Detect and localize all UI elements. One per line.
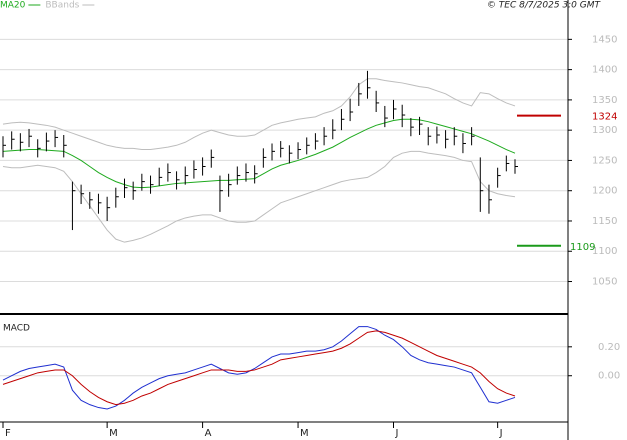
y-tick-label: 1250 [592, 155, 617, 166]
y2-tick-label: 0.20 [598, 342, 620, 353]
ma20-line [2, 118, 516, 189]
x-tick-label: F [5, 428, 11, 439]
level-label: 1109 [570, 242, 595, 253]
signal-line [2, 330, 516, 406]
y-tick-label: 1200 [592, 186, 617, 197]
x-tick-label: J [499, 428, 503, 439]
y2-tick-label: 0.00 [598, 371, 620, 382]
y-tick-label: 1100 [592, 246, 617, 257]
x-tick-label: J [395, 428, 399, 439]
macd-title: MACD [3, 324, 30, 334]
y-tick-label: 1350 [592, 95, 617, 106]
x-tick-label: M [300, 428, 309, 439]
x-tick-label: A [205, 428, 212, 439]
y-tick-label: 1400 [592, 65, 617, 76]
y-tick-label: 1450 [592, 34, 617, 45]
copyright: © TEC 8/7/2025 3:0 GMT [487, 1, 602, 11]
legend-label: BBands [45, 1, 79, 11]
bband-upper [2, 78, 516, 151]
y-tick-label: 1050 [592, 277, 617, 288]
legend-label: MA20 [0, 1, 26, 11]
bband-lower [2, 150, 516, 243]
y-tick-label: 1300 [592, 125, 617, 136]
y-tick-label: 1150 [592, 216, 617, 227]
macd-line [2, 326, 516, 410]
level-label: 1324 [592, 112, 617, 123]
x-tick-label: M [109, 428, 118, 439]
